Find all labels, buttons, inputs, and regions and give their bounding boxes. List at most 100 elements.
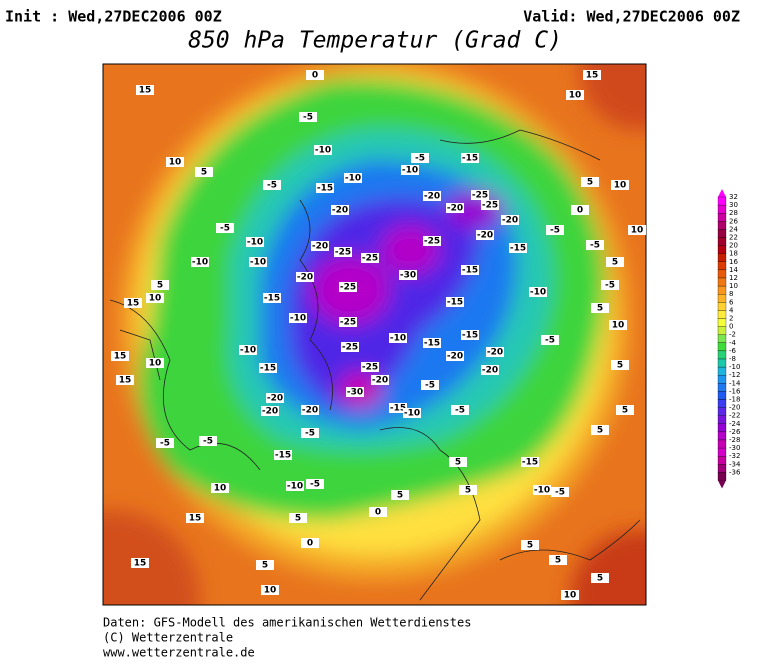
contour-label: 10 [569,91,582,101]
contour-label-bg [306,70,324,80]
contour-label-bg [301,538,319,548]
contour-label: -10 [240,346,256,356]
colorbar-label: -14 [729,379,741,387]
contour-label-bg [389,403,407,413]
contour-label-bg [391,490,409,500]
footer-line: (C) Wetterzentrale [103,631,233,645]
colorbar-label: 26 [729,217,738,225]
colorbar-label: -8 [729,355,736,363]
contour-label-bg [334,247,352,257]
colorbar-swatch [717,415,727,424]
contour-label: -5 [160,439,170,449]
colorbar-swatch [717,221,727,230]
contour-label-bg [195,167,213,177]
contour-label: -5 [550,226,560,236]
contour-label: -5 [220,224,230,234]
contour-label-bg [549,555,567,565]
colorbar-swatch [717,294,727,303]
contour-label-bg [561,590,579,600]
contour-label-bg [586,240,604,250]
contour-label: -20 [487,348,503,358]
contour-label: -10 [192,258,208,268]
contour-label: -15 [462,331,478,341]
colorbar-label: -34 [729,460,741,468]
contour-label: 5 [612,258,618,268]
contour-label: -5 [555,488,565,498]
contour-label: -20 [502,216,518,226]
contour-label: 5 [295,514,301,524]
colorbar-swatch [717,302,727,311]
contour-label: 10 [149,359,162,369]
contour-label-bg [446,351,464,361]
colorbar-swatch [717,431,727,441]
contour-label: 0 [375,508,381,518]
contour-label-bg [111,351,129,361]
contour-label-bg [301,405,319,415]
contour-label: -15 [447,298,463,308]
contour-label-bg [124,298,142,308]
contour-label-bg [581,177,599,187]
contour-label: -10 [290,314,306,324]
contour-label: -10 [315,146,331,156]
contour-label: 5 [465,486,471,496]
contour-label-bg [216,223,234,233]
colorbar-label: -30 [729,444,740,452]
contour-label-bg [116,375,134,385]
contour-label: -5 [415,154,425,164]
contour-label-bg [591,425,609,435]
contour-label-bg [289,313,307,323]
colorbar-swatch [717,277,727,287]
contour-label: -15 [264,294,280,304]
contour-label-bg [423,191,441,201]
contour-label-bg [361,253,379,263]
contour-label-bg [461,330,479,340]
contour-label-bg [451,405,469,415]
contour-label-bg [533,485,551,495]
contour-label-bg [486,347,504,357]
colorbar-label: -12 [729,371,740,379]
contour-label-bg [628,225,646,235]
colorbar-label: -4 [729,339,737,347]
contour-label: -15 [424,339,440,349]
contour-label: 15 [139,86,152,96]
contour-label: 5 [555,556,561,566]
contour-label: 10 [214,484,227,494]
colorbar-swatch [717,439,727,449]
contour-label-bg [421,380,439,390]
contour-label: -5 [305,429,315,439]
contour-label: -25 [335,248,351,258]
colorbar-swatch [717,196,727,206]
contour-label: -30 [347,388,363,398]
colorbar-label: -18 [729,396,740,404]
contour-label-bg [299,112,317,122]
contour-label: -5 [267,181,277,191]
contour-label-bg [571,205,589,215]
contour-label-bg [509,243,527,253]
contour-label: 5 [617,361,623,371]
contour-label: 5 [527,541,533,551]
colorbar-label: -32 [729,452,740,460]
contour-label-bg [301,428,319,438]
colorbar-swatch [717,269,727,279]
contour-label: 15 [119,376,132,386]
contour-label-bg [263,293,281,303]
contour-label-bg [306,479,324,489]
contour-label-bg [461,265,479,275]
contour-label-bg [411,153,429,163]
contour-label-bg [616,405,634,415]
colorbar-end [718,480,726,489]
contour-label: -25 [424,237,440,247]
contour-label-bg [266,393,284,403]
coastlines [109,129,641,601]
contour-label-bg [389,333,407,343]
contour-label-bg [591,573,609,583]
contour-label-bg [609,320,627,330]
colorbar-label: 20 [729,242,738,250]
contour-label: 15 [134,559,147,569]
contour-label: 10 [612,321,625,331]
contour-label: 15 [189,514,202,524]
contour-label: 15 [586,71,599,81]
contour-label-bg [136,85,154,95]
contour-label-bg [601,280,619,290]
contour-label: 5 [397,491,403,501]
